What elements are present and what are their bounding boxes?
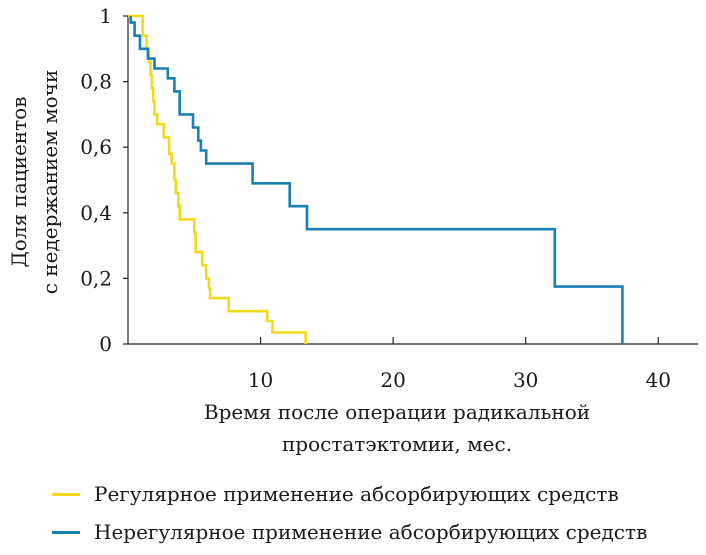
y-tick-label: 0 xyxy=(99,332,112,356)
legend-item-irregular: Нерегулярное применение абсорбирующих ср… xyxy=(52,520,647,544)
y-tick-label: 1 xyxy=(99,4,112,28)
x-tick-label: 30 xyxy=(513,368,538,392)
x-axis-title-line1: Время после операции радикальной xyxy=(204,400,590,424)
series-line-irregular xyxy=(129,16,624,344)
y-tick-label: 0,2 xyxy=(80,266,112,290)
legend-label-regular: Регулярное применение абсорбирующих сред… xyxy=(94,482,619,506)
x-axis-title-line2: простатэктомии, мес. xyxy=(282,432,512,456)
y-ticks: 0 0,2 0,4 0,6 0,8 1 xyxy=(80,4,128,356)
x-tick-label: 20 xyxy=(380,368,405,392)
y-axis-title: Доля пациентов с недержанием мочи xyxy=(7,70,62,295)
legend-item-regular: Регулярное применение абсорбирующих сред… xyxy=(52,482,619,506)
x-tick-label: 40 xyxy=(646,368,671,392)
y-tick-label: 0,6 xyxy=(80,135,112,159)
x-ticks: 10 20 30 40 xyxy=(248,337,671,392)
survival-chart: Доля пациентов с недержанием мочи 0 0,2 0,… xyxy=(7,4,698,456)
y-tick-label: 0,4 xyxy=(80,201,112,225)
series-line-regular xyxy=(128,14,307,344)
legend-swatch-regular xyxy=(52,492,80,496)
y-tick-label: 0,8 xyxy=(80,70,112,94)
x-axis-title: Время после операции радикальной простат… xyxy=(204,400,590,456)
y-axis-title-line1: Доля пациентов xyxy=(7,97,31,268)
x-tick-label: 10 xyxy=(248,368,273,392)
legend-label-irregular: Нерегулярное применение абсорбирующих ср… xyxy=(94,520,648,544)
y-axis-title-line2: с недержанием мочи xyxy=(38,70,62,295)
legend-swatch-irregular xyxy=(52,530,80,534)
series-layer xyxy=(128,14,624,344)
